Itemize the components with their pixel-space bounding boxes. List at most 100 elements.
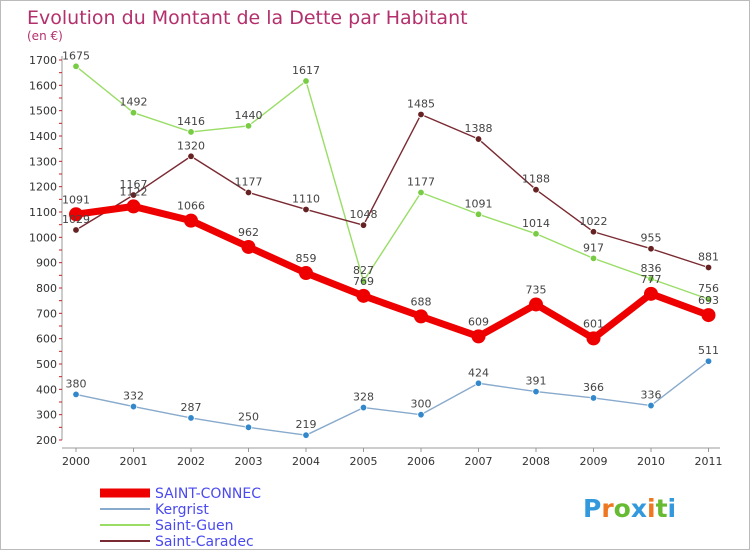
- y-tick-label: 700: [36, 307, 57, 320]
- logo-letter: r: [601, 494, 614, 523]
- data-label-kergrist: 380: [66, 377, 87, 390]
- legend-label-saint-caradec: Saint-Caradec: [155, 534, 254, 550]
- series-line-saint-caradec: [75, 113, 709, 269]
- y-tick-label: 1500: [29, 105, 57, 118]
- data-point-saint-guen: [704, 295, 713, 303]
- data-label-kergrist: 219: [296, 418, 317, 431]
- data-label-saint-connec: 601: [583, 317, 604, 330]
- y-tick-label: 1000: [29, 231, 57, 244]
- data-point-saint-connec: [471, 329, 486, 344]
- data-label-saint-caradec: 1388: [465, 122, 493, 135]
- logo-letter: i: [668, 494, 677, 523]
- data-label-saint-caradec: 1320: [177, 139, 205, 152]
- logo-letter: t: [656, 494, 668, 523]
- data-label-kergrist: 391: [526, 375, 547, 388]
- data-point-saint-caradec: [417, 110, 425, 119]
- data-point-kergrist: [589, 394, 598, 402]
- data-point-kergrist: [474, 379, 483, 387]
- data-point-saint-connec: [356, 288, 371, 303]
- data-label-saint-connec: 688: [411, 295, 432, 308]
- data-label-kergrist: 250: [238, 410, 259, 423]
- data-point-saint-guen: [474, 210, 483, 218]
- data-label-saint-guen: 836: [641, 262, 662, 275]
- data-point-saint-guen: [187, 128, 195, 136]
- data-label-kergrist: 287: [181, 401, 202, 414]
- y-tick-label: 200: [36, 434, 57, 447]
- data-label-saint-connec: 609: [468, 315, 489, 328]
- data-point-saint-caradec: [302, 205, 310, 214]
- data-point-saint-connec: [644, 286, 658, 301]
- data-point-saint-guen: [647, 275, 655, 283]
- x-tick-label: 2009: [580, 455, 608, 468]
- data-point-saint-connec: [414, 309, 428, 324]
- y-tick-label: 1700: [29, 54, 57, 67]
- data-point-saint-caradec: [359, 221, 368, 229]
- data-label-saint-guen: 1492: [120, 96, 148, 109]
- y-tick-label: 800: [36, 282, 57, 295]
- data-label-saint-caradec: 1110: [292, 192, 320, 205]
- data-label-saint-caradec: 1022: [580, 215, 608, 228]
- x-tick-label: 2008: [522, 455, 550, 468]
- data-point-saint-connec: [299, 266, 313, 281]
- series-line-saint-guen: [75, 65, 709, 300]
- data-point-saint-caradec: [647, 245, 655, 253]
- data-label-saint-guen: 1416: [177, 115, 205, 128]
- data-point-saint-connec: [126, 199, 141, 214]
- data-label-saint-guen: 1091: [465, 197, 493, 210]
- data-label-saint-guen: 1014: [522, 217, 550, 230]
- x-tick-label: 2001: [120, 455, 148, 468]
- x-tick-label: 2003: [235, 455, 263, 468]
- x-tick-label: 2005: [350, 455, 378, 468]
- data-label-saint-caradec: 1029: [62, 213, 90, 226]
- y-tick-label: 1200: [29, 181, 57, 194]
- data-point-saint-caradec: [589, 228, 598, 236]
- series-line-saint-connec: [75, 202, 710, 342]
- data-point-kergrist: [72, 390, 80, 399]
- chart-title: Evolution du Montant de la Dette par Hab…: [27, 7, 468, 29]
- legend: SAINT-CONNECKergristSaint-GuenSaint-Cara…: [100, 486, 261, 550]
- data-point-kergrist: [532, 387, 540, 396]
- y-tick-label: 1100: [29, 206, 57, 219]
- data-point-saint-caradec: [72, 226, 80, 234]
- data-point-saint-guen: [302, 77, 310, 85]
- y-tick-label: 1400: [29, 130, 57, 143]
- data-label-saint-caradec: 881: [698, 250, 719, 263]
- logo-letter: P: [583, 494, 601, 523]
- legend-label-saint-connec: SAINT-CONNEC: [155, 486, 261, 502]
- y-tick-label: 400: [36, 383, 57, 396]
- data-label-kergrist: 511: [698, 344, 719, 357]
- data-label-saint-connec: 962: [238, 226, 259, 239]
- data-point-kergrist: [359, 403, 368, 412]
- data-labels: 1675 1492 1416 1440 1617 827 1177 1091 1014 917 83…: [62, 49, 719, 431]
- data-point-saint-caradec: [129, 191, 138, 199]
- legend-label-kergrist: Kergrist: [155, 502, 209, 518]
- data-point-kergrist: [302, 431, 310, 439]
- data-point-saint-guen: [589, 254, 598, 263]
- x-tick-label: 2006: [407, 455, 435, 468]
- data-label-saint-guen: 1440: [235, 109, 263, 122]
- data-label-saint-caradec: 1485: [407, 97, 435, 110]
- data-point-saint-caradec: [187, 152, 195, 160]
- data-label-saint-connec: 859: [296, 252, 317, 265]
- data-label-saint-connec: 769: [353, 275, 374, 288]
- y-tick-label: 900: [36, 257, 57, 270]
- data-point-saint-guen: [72, 62, 80, 71]
- data-label-saint-guen: 1675: [62, 49, 90, 62]
- y-tick-label: 500: [36, 358, 57, 371]
- data-point-kergrist: [647, 401, 655, 410]
- data-point-saint-connec: [701, 308, 716, 323]
- x-tick-label: 2002: [177, 455, 205, 468]
- data-label-saint-guen: 827: [353, 264, 374, 277]
- data-label-saint-caradec: 1177: [235, 175, 263, 188]
- x-tick-label: 2011: [695, 455, 723, 468]
- data-point-saint-guen: [417, 188, 425, 197]
- data-label-saint-connec: 1091: [62, 193, 90, 206]
- data-point-saint-caradec: [704, 263, 713, 272]
- axes: 200 300 400 500 600 700 800 900 1000 1100 1200 1300…: [29, 54, 723, 468]
- y-tick-label: 300: [36, 409, 57, 422]
- data-point-kergrist: [704, 357, 713, 365]
- data-label-saint-guen: 917: [583, 241, 604, 254]
- chart-subtitle: (en €): [27, 29, 63, 43]
- x-tick-label: 2010: [637, 455, 665, 468]
